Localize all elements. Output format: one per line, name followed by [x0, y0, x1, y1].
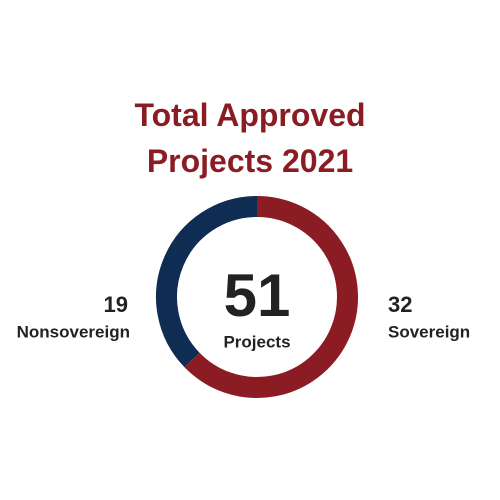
segment-value: 19 — [104, 292, 128, 317]
segment-label: Nonsovereign — [17, 322, 130, 341]
donut-segment — [184, 196, 358, 398]
center-label: Projects — [223, 332, 290, 351]
chart-title: Total Approved Projects 2021 — [134, 97, 366, 179]
center-value: 51 — [224, 262, 291, 329]
segment-value: 32 — [388, 292, 412, 317]
donut-segment — [156, 196, 258, 368]
segment-label: Sovereign — [388, 322, 470, 341]
